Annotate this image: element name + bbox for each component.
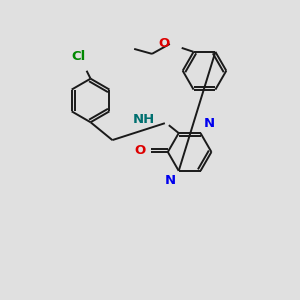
Text: NH: NH <box>133 113 155 126</box>
Text: O: O <box>159 38 170 50</box>
Text: N: N <box>165 174 176 187</box>
Text: N: N <box>203 117 214 130</box>
Text: O: O <box>135 145 146 158</box>
Text: Cl: Cl <box>71 50 86 63</box>
